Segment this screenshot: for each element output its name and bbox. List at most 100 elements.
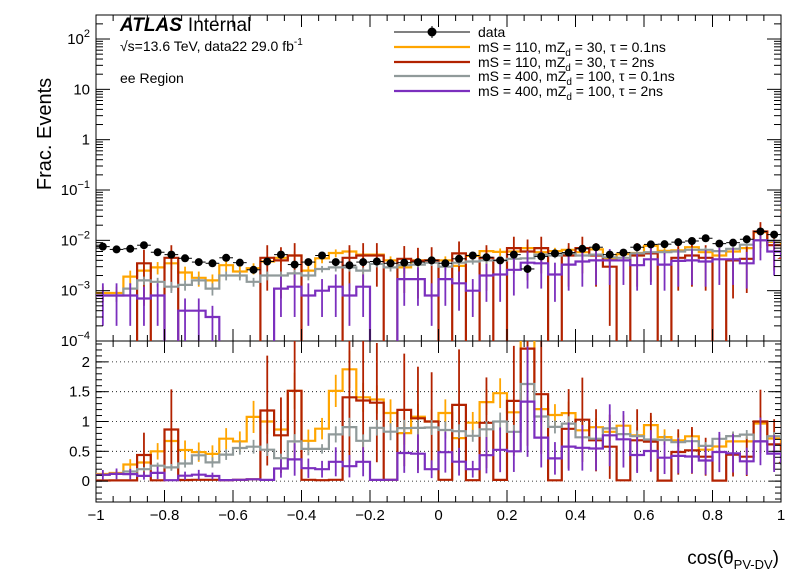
lumi-exponent: -1 <box>294 37 303 48</box>
data-point <box>619 248 628 257</box>
upper-y-tick-label: 10−3 <box>61 280 90 300</box>
data-point <box>509 250 518 259</box>
upper-y-tick-exponent: 2 <box>84 28 90 40</box>
x-tick-label: −0.2 <box>355 507 385 524</box>
legend-label-rest: = 30, τ = 0.1ns <box>571 39 666 55</box>
x-axis-label-main: cos(θ <box>687 548 733 569</box>
region-label: ee Region <box>120 70 184 86</box>
energy-lumi-label: √s=13.6 TeV, data22 29.0 fb-1 <box>120 37 303 54</box>
upper-y-tick-label: 10−4 <box>61 330 90 350</box>
data-point <box>263 257 272 266</box>
upper-y-tick-base: 10 <box>61 333 78 350</box>
data-point <box>550 249 559 258</box>
legend-label-sub: d <box>566 92 572 103</box>
data-point <box>482 253 491 262</box>
data-point <box>687 237 696 246</box>
data-point <box>756 227 765 236</box>
data-point <box>729 238 738 247</box>
x-tick-label: −1 <box>87 507 104 524</box>
data-point <box>208 259 217 268</box>
x-tick-label: −0.6 <box>218 507 248 524</box>
lower-y-tick-label: 1.5 <box>69 384 90 401</box>
legend-label-sub: d <box>565 63 571 74</box>
upper-y-tick-exponent: −2 <box>77 229 90 241</box>
series-1-histogram <box>136 142 781 341</box>
data-point <box>400 258 409 267</box>
data-point <box>784 227 792 235</box>
x-tick-label: −0.8 <box>150 507 180 524</box>
legend-label-main: mS = 110, mZ <box>478 54 566 70</box>
data-point <box>455 254 464 263</box>
data-point <box>674 238 683 247</box>
data-point <box>331 258 340 267</box>
upper-y-tick-base: 10 <box>61 232 78 249</box>
data-point <box>181 254 190 263</box>
energy-text: √s=13.6 TeV, data22 29.0 fb <box>120 38 294 54</box>
upper-y-tick-base: 1 <box>82 132 90 149</box>
data-point <box>222 253 231 262</box>
legend-label-3: mS = 400, mZd = 100, τ = 0.1ns <box>478 68 675 88</box>
upper-y-tick-exponent: −4 <box>77 330 90 342</box>
lower-y-tick-label: 0.5 <box>69 443 90 460</box>
data-point <box>605 250 614 259</box>
data-point <box>194 258 203 267</box>
upper-y-tick-base: 10 <box>67 31 84 48</box>
data-point <box>413 258 422 267</box>
x-axis-label-close: ) <box>773 548 779 569</box>
series-2-histogram <box>96 147 781 297</box>
legend-label-rest: = 100, τ = 2ns <box>572 83 663 99</box>
data-point <box>441 259 450 268</box>
upper-y-tick-label: 1 <box>82 132 90 149</box>
data-point <box>427 256 436 265</box>
y-axis-label: Frac. Events <box>34 78 56 190</box>
x-tick-label: 0.6 <box>634 507 655 524</box>
data-point <box>304 258 313 267</box>
x-axis-label-sub: PV-DV <box>734 557 773 572</box>
data-point <box>742 235 751 244</box>
data-point <box>153 248 162 257</box>
ratio-histograms <box>96 341 781 482</box>
atlas-label: ATLAS Internal <box>119 15 251 36</box>
lower-y-tick-label: 1 <box>82 414 90 431</box>
lower-y-tick-label: 2 <box>82 354 90 371</box>
data-point <box>660 240 669 249</box>
legend-label-rest: = 100, τ = 0.1ns <box>572 68 675 84</box>
data-point <box>496 256 505 265</box>
legend-label-4: mS = 400, mZd = 100, τ = 2ns <box>478 83 663 103</box>
data-point <box>770 230 779 239</box>
series-3-histogram <box>96 142 781 341</box>
data-point <box>386 259 395 268</box>
data-point <box>564 248 573 257</box>
upper-y-tick-exponent: −3 <box>77 280 90 292</box>
data-point <box>318 251 327 260</box>
lower-y-tick-label: 0 <box>82 473 90 490</box>
upper-y-tick-label: 10−2 <box>61 229 90 249</box>
data-point <box>139 241 148 250</box>
upper-y-tick-base: 10 <box>73 81 90 98</box>
legend-label-main: mS = 110, mZ <box>478 39 566 55</box>
data-point <box>126 244 135 253</box>
series-3-ratio-histogram <box>96 396 781 482</box>
x-tick-label: 0 <box>434 507 442 524</box>
x-tick-label: 0.8 <box>702 507 723 524</box>
data-point <box>633 243 642 252</box>
upper-y-tick-label: 10 <box>73 81 90 98</box>
data-point <box>578 244 587 253</box>
data-point <box>359 258 368 267</box>
data-point <box>276 250 285 259</box>
upper-y-tick-label: 102 <box>67 28 90 48</box>
legend-label-main: data <box>478 24 505 40</box>
legend-label-1: mS = 110, mZd = 30, τ = 0.1ns <box>478 39 666 59</box>
data-point <box>235 258 244 267</box>
data-point <box>646 240 655 249</box>
x-axis-label: cos(θPV-DV) <box>687 548 779 572</box>
legend-label-rest: = 30, τ = 2ns <box>571 54 654 70</box>
atlas-internal: Internal <box>188 15 251 36</box>
lower-axis-ticks: 0 0.5 1 1.5 2 −1 −0.8 −0.6 −0.4 −0.2 0 0.2 0.4 0.6 0.8… <box>69 343 785 524</box>
data-point <box>249 265 258 274</box>
data-point <box>537 252 546 261</box>
upper-y-tick-label: 10−1 <box>61 179 90 199</box>
x-tick-label: 1 <box>777 507 785 524</box>
